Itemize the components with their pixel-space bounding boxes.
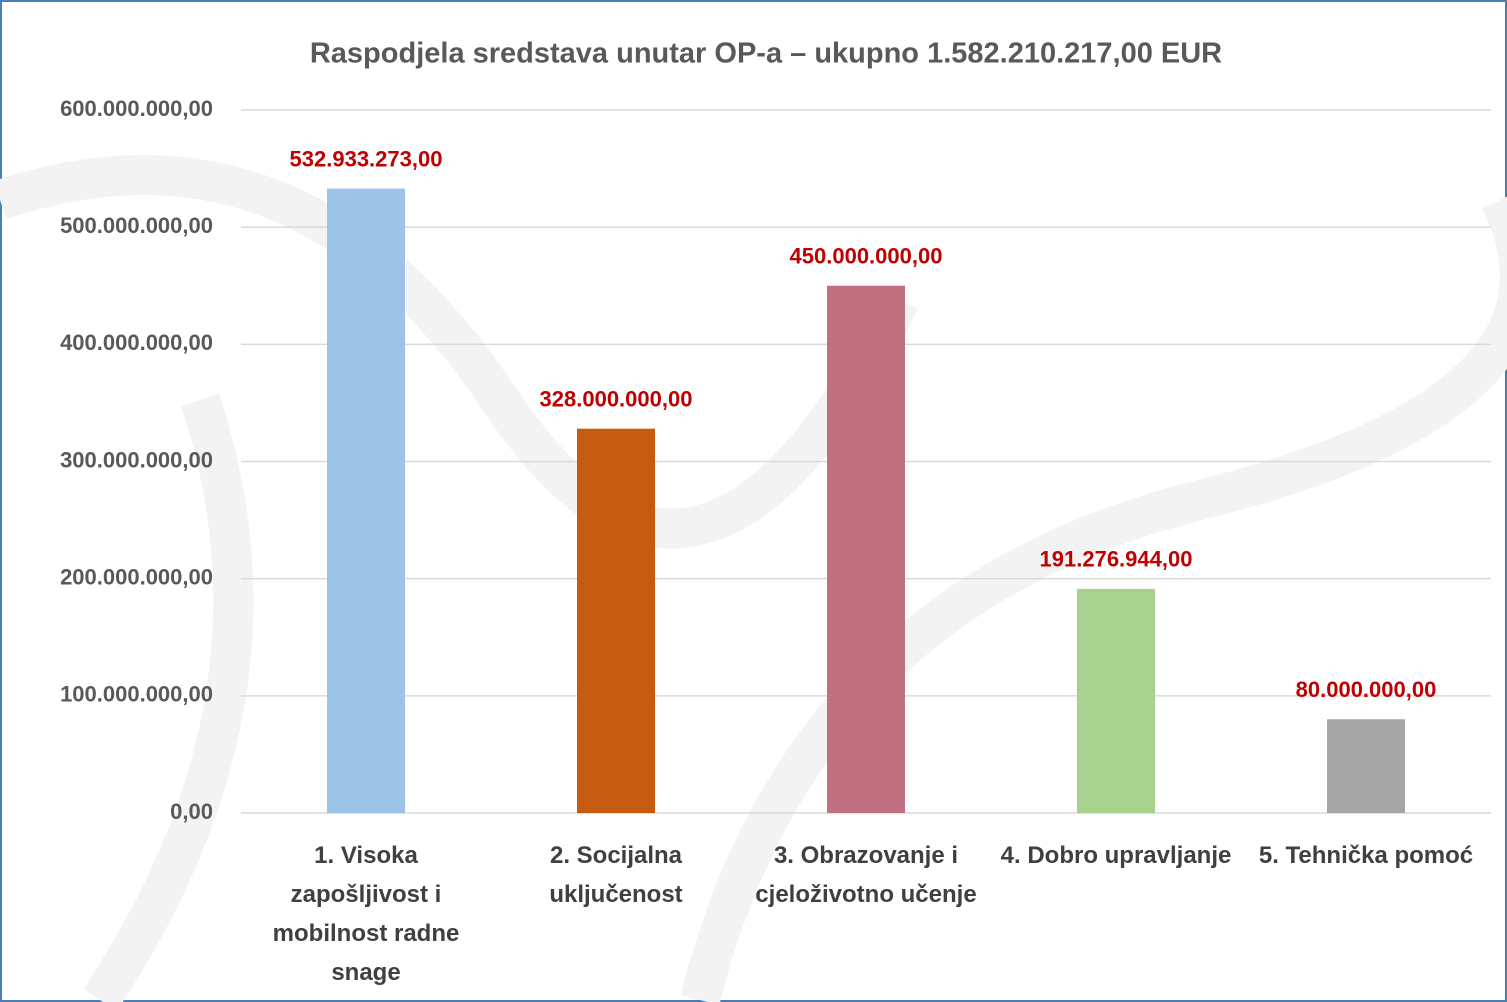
bar: [327, 189, 405, 813]
y-tick-label: 600.000.000,00: [60, 96, 213, 121]
value-label: 328.000.000,00: [540, 387, 693, 412]
chart-container: Raspodjela sredstava unutar OP-a – ukupn…: [0, 0, 1507, 1002]
bar: [1077, 589, 1155, 813]
y-tick-label: 300.000.000,00: [60, 447, 213, 472]
x-tick-label: 1. Visoka zapošljivost i mobilnost radne…: [246, 836, 486, 992]
y-tick-label: 500.000.000,00: [60, 213, 213, 238]
x-tick-label: 5. Tehnička pomoć: [1246, 836, 1486, 875]
value-label: 450.000.000,00: [790, 244, 943, 269]
bar: [577, 429, 655, 813]
y-tick-label: 200.000.000,00: [60, 564, 213, 589]
y-tick-label: 400.000.000,00: [60, 330, 213, 355]
x-tick-label: 4. Dobro upravljanje: [996, 836, 1236, 875]
chart-title: Raspodjela sredstava unutar OP-a – ukupn…: [310, 38, 1222, 70]
value-label: 80.000.000,00: [1296, 677, 1437, 702]
bar: [827, 286, 905, 813]
value-label: 191.276.944,00: [1040, 547, 1193, 572]
value-label: 532.933.273,00: [290, 146, 443, 171]
x-tick-label: 2. Socijalna uključenost: [496, 836, 736, 914]
x-tick-label: 3. Obrazovanje i cjeloživotno učenje: [746, 836, 986, 914]
y-tick-label: 0,00: [170, 799, 213, 824]
y-tick-label: 100.000.000,00: [60, 682, 213, 707]
bar: [1327, 719, 1405, 813]
